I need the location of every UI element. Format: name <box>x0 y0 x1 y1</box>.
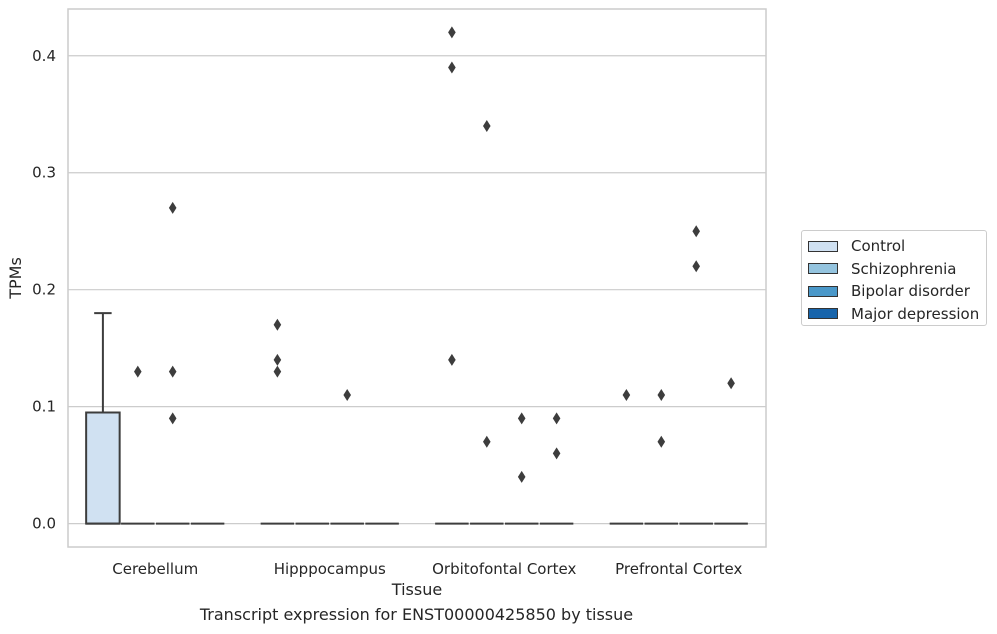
legend-item-schizophrenia: Schizophrenia <box>808 258 986 281</box>
legend-swatch-major-depression <box>808 308 838 320</box>
outlier-point <box>273 353 282 366</box>
outlier-point <box>657 388 666 401</box>
legend: Control Schizophrenia Bipolar disorder M… <box>801 230 987 326</box>
x-tick-label: Prefrontal Cortex <box>615 560 742 578</box>
outlier-point <box>273 318 282 331</box>
chart-caption: Transcript expression for ENST0000042585… <box>199 605 634 624</box>
x-tick-label: Cerebellum <box>112 560 198 578</box>
legend-swatch-schizophrenia <box>808 263 838 275</box>
outlier-point <box>273 365 282 378</box>
x-axis-label: Tissue <box>391 580 442 599</box>
outlier-point <box>727 377 735 390</box>
outlier-point <box>552 412 561 425</box>
y-axis-ticks: 0.0 0.1 0.2 0.3 0.4 <box>32 47 56 533</box>
outlier-points <box>134 26 735 483</box>
outlier-point <box>483 119 491 132</box>
legend-item-major-depression: Major depression <box>808 303 986 326</box>
outlier-point <box>343 388 351 401</box>
legend-swatch-bipolar-disorder <box>808 285 838 297</box>
legend-label-schizophrenia: Schizophrenia <box>851 259 957 278</box>
outlier-point <box>552 447 561 460</box>
outlier-point <box>692 225 700 238</box>
outlier-point <box>517 412 526 425</box>
box-series <box>85 312 748 525</box>
outlier-point <box>483 435 491 448</box>
box <box>85 411 121 525</box>
x-axis-ticks: Cerebellum Hipppocampus Orbitofontal Corte… <box>112 560 742 578</box>
outlier-point <box>517 470 526 483</box>
legend-label-major-depression: Major depression <box>851 304 980 323</box>
outlier-point <box>168 365 177 378</box>
y-axis-label: TPMs <box>6 257 25 300</box>
y-tick-label: 0.3 <box>32 164 56 182</box>
legend-swatch-control <box>808 240 838 252</box>
outlier-point <box>168 201 177 214</box>
legend-item-bipolar-disorder: Bipolar disorder <box>808 280 986 303</box>
outlier-point <box>448 61 456 74</box>
plot-area-frame <box>67 8 767 548</box>
outlier-point <box>448 353 456 366</box>
y-tick-label: 0.2 <box>32 281 56 299</box>
outlier-point <box>168 412 177 425</box>
outlier-point <box>622 388 631 401</box>
outlier-point <box>448 26 456 39</box>
y-tick-label: 0.0 <box>32 515 56 533</box>
y-tick-label: 0.4 <box>32 47 56 65</box>
legend-label-bipolar-disorder: Bipolar disorder <box>851 282 970 301</box>
x-tick-label: Hipppocampus <box>274 560 386 578</box>
legend-label-control: Control <box>851 237 906 256</box>
y-tick-label: 0.1 <box>32 398 56 416</box>
legend-item-control: Control <box>808 235 986 258</box>
y-gridlines <box>68 55 766 525</box>
x-tick-label: Orbitofontal Cortex <box>432 560 576 578</box>
outlier-point <box>692 260 700 273</box>
outlier-point <box>134 365 142 378</box>
outlier-point <box>657 435 666 448</box>
